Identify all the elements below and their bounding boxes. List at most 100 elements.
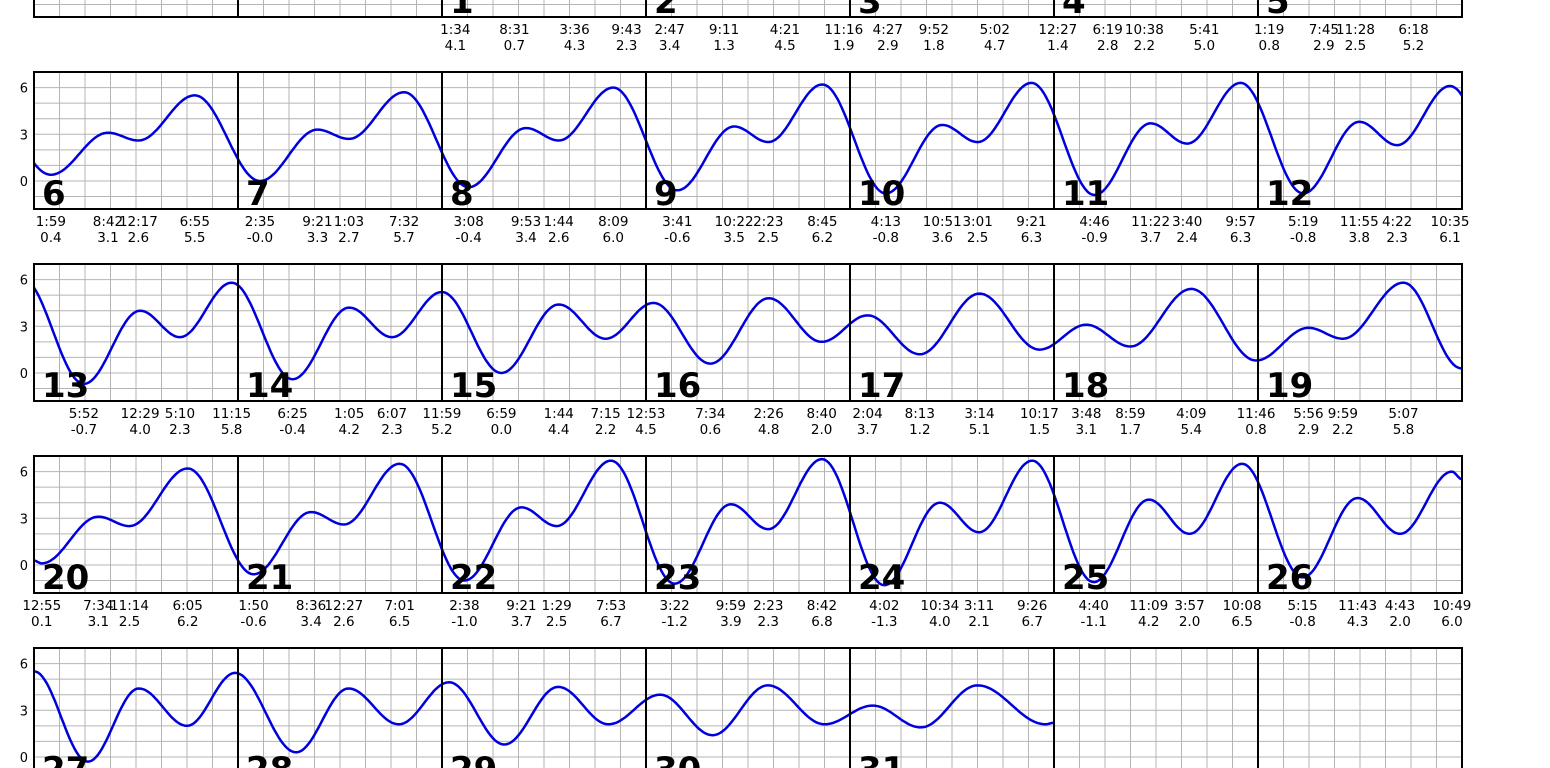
event-time-label: 11:16 (824, 22, 863, 38)
week-frame (33, 263, 1463, 402)
event-time-label: 3:22 (659, 598, 689, 614)
event-height-label: 6.0 (1441, 614, 1462, 630)
event-height-label: 1.9 (833, 38, 854, 54)
event-time-label: 6:19 (1093, 22, 1123, 38)
event-time-label: 12:29 (121, 406, 160, 422)
event-height-label: -0.7 (71, 422, 97, 438)
event-time-label: 2:38 (449, 598, 479, 614)
day-number: 3 (858, 0, 882, 22)
event-time-label: 10:49 (1432, 598, 1471, 614)
event-time-label: 3:36 (559, 22, 589, 38)
day-number: 2 (654, 0, 678, 22)
event-time-label: 1:34 (440, 22, 470, 38)
event-time-label: 5:10 (165, 406, 195, 422)
event-height-label: 4.3 (564, 38, 585, 54)
y-tick-label: 3 (20, 320, 28, 335)
tide-curve-day-15 (441, 290, 647, 375)
event-time-label: 3:01 (962, 214, 992, 230)
event-height-label: 2.1 (968, 614, 989, 630)
event-height-label: 4.5 (774, 38, 795, 54)
event-height-label: 1.2 (909, 422, 930, 438)
tide-curve-day-28 (237, 672, 443, 754)
tide-curve-day-20 (33, 467, 240, 565)
event-height-label: -1.0 (451, 614, 477, 630)
event-height-label: -1.2 (661, 614, 687, 630)
day-number: 12 (1266, 174, 1313, 214)
event-time-label: 1:59 (36, 214, 66, 230)
event-height-label: -0.4 (279, 422, 305, 438)
day-number: 15 (450, 366, 497, 406)
day-number: 22 (450, 558, 497, 598)
event-time-label: 2:23 (753, 214, 783, 230)
tide-curve-day-9 (644, 83, 852, 192)
event-height-label: 2.2 (1134, 38, 1155, 54)
event-height-label: 0.8 (1245, 422, 1266, 438)
event-height-label: -0.9 (1081, 230, 1107, 246)
tide-curve-day-27 (33, 670, 239, 763)
event-height-label: 2.5 (758, 230, 779, 246)
y-tick-label: 6 (20, 82, 28, 97)
day-number: 4 (1062, 0, 1086, 22)
day-number: 13 (42, 366, 89, 406)
event-height-label: 2.6 (333, 614, 354, 630)
day-number: 29 (450, 750, 497, 768)
event-time-label: 6:05 (173, 598, 203, 614)
event-time-label: 11:43 (1338, 598, 1377, 614)
event-time-label: 10:22 (715, 214, 754, 230)
event-time-label: 9:26 (1017, 598, 1047, 614)
week-frame (33, 647, 1463, 768)
event-height-label: -0.8 (873, 230, 899, 246)
event-height-label: 4.3 (1347, 614, 1368, 630)
event-height-label: 6.0 (603, 230, 624, 246)
event-time-label: 5:19 (1288, 214, 1318, 230)
event-time-label: 9:21 (302, 214, 332, 230)
y-tick-label: 0 (20, 751, 28, 766)
event-time-label: 9:57 (1225, 214, 1255, 230)
day-number: 31 (858, 750, 905, 768)
event-height-label: 6.1 (1439, 230, 1460, 246)
event-time-label: 4:21 (770, 22, 800, 38)
event-time-label: 7:01 (384, 598, 414, 614)
event-time-label: 1:19 (1254, 22, 1284, 38)
event-height-label: 5.1 (969, 422, 990, 438)
event-height-label: 2.0 (1389, 614, 1410, 630)
event-time-label: 8:42 (93, 214, 123, 230)
event-time-label: 7:34 (83, 598, 113, 614)
event-height-label: 3.6 (931, 230, 952, 246)
tide-curve-day-7 (236, 90, 444, 183)
event-time-label: 4:22 (1382, 214, 1412, 230)
event-height-label: -0.6 (664, 230, 690, 246)
event-height-label: 2.5 (1345, 38, 1366, 54)
event-time-label: 5:02 (980, 22, 1010, 38)
event-time-label: 7:45 (1309, 22, 1339, 38)
event-height-label: 5.7 (393, 230, 414, 246)
event-height-label: -0.8 (1290, 230, 1316, 246)
event-time-label: 3:40 (1172, 214, 1202, 230)
tide-curve-day-21 (236, 462, 444, 576)
event-height-label: 5.4 (1181, 422, 1202, 438)
event-height-label: 3.8 (1349, 230, 1370, 246)
tide-curve-day-23 (644, 457, 852, 585)
event-height-label: 1.8 (923, 38, 944, 54)
event-height-label: 5.8 (221, 422, 242, 438)
event-time-label: 2:04 (852, 406, 882, 422)
event-height-label: 6.2 (177, 614, 198, 630)
day-number: 11 (1062, 174, 1109, 214)
event-height-label: 5.2 (1403, 38, 1424, 54)
event-time-label: 3:57 (1174, 598, 1204, 614)
event-height-label: 2.9 (877, 38, 898, 54)
event-time-label: 9:59 (1328, 406, 1358, 422)
event-time-label: 9:11 (709, 22, 739, 38)
week-frame (33, 0, 1463, 18)
event-height-label: 2.0 (1179, 614, 1200, 630)
event-time-label: 4:40 (1079, 598, 1109, 614)
day-number: 16 (654, 366, 701, 406)
tide-curve-day-24 (848, 459, 1056, 587)
event-height-label: 2.3 (169, 422, 190, 438)
event-height-label: 4.0 (129, 422, 150, 438)
event-height-label: -0.8 (1289, 614, 1315, 630)
tide-curve-day-6 (33, 94, 240, 176)
event-time-label: 8:31 (499, 22, 529, 38)
event-time-label: 6:07 (377, 406, 407, 422)
event-height-label: 2.5 (119, 614, 140, 630)
